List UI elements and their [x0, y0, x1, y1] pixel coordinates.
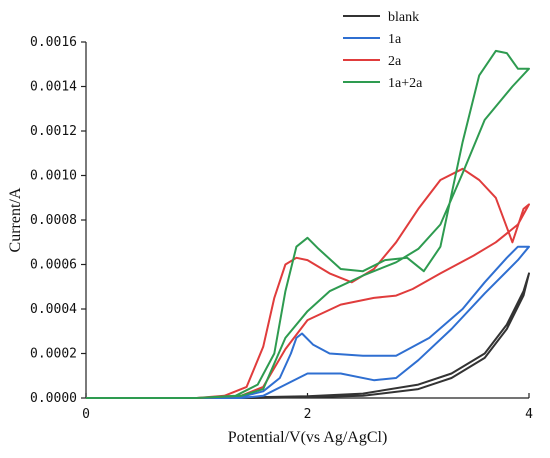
series-line-blank [86, 272, 530, 399]
series-line-2a [86, 167, 530, 399]
y-tick-label: 0.0000 [30, 391, 77, 406]
x-tick-label: 4 [525, 407, 533, 422]
legend-label: 2a [388, 54, 402, 69]
y-tick-label: 0.0002 [30, 347, 77, 362]
ticks: 0.0000 0.0002 0.0004 0.0006 0.0008 0.0010 0.00… [30, 35, 533, 422]
legend: blank 1a 2a 1a+2a [343, 10, 423, 91]
y-tick-label: 0.0006 [30, 258, 77, 273]
y-tick-label: 0.0016 [30, 35, 77, 50]
x-tick-label: 2 [304, 407, 312, 422]
series-line-1a+2a [86, 49, 530, 399]
series [86, 49, 530, 399]
legend-label: 1a [388, 32, 402, 47]
y-tick-label: 0.0010 [30, 169, 77, 184]
y-tick-label: 0.0004 [30, 302, 77, 317]
x-axis-label: Potential/V(vs Ag/AgCl) [228, 429, 388, 446]
y-tick-label: 0.0008 [30, 213, 77, 228]
series-line-1a [86, 245, 530, 399]
y-tick-label: 0.0012 [30, 124, 77, 139]
legend-label: blank [388, 10, 419, 25]
x-tick-label: 0 [82, 407, 90, 422]
axes [85, 42, 529, 399]
y-axis-label: Current/A [7, 187, 24, 252]
legend-label: 1a+2a [388, 76, 423, 91]
y-tick-label: 0.0014 [30, 80, 77, 95]
